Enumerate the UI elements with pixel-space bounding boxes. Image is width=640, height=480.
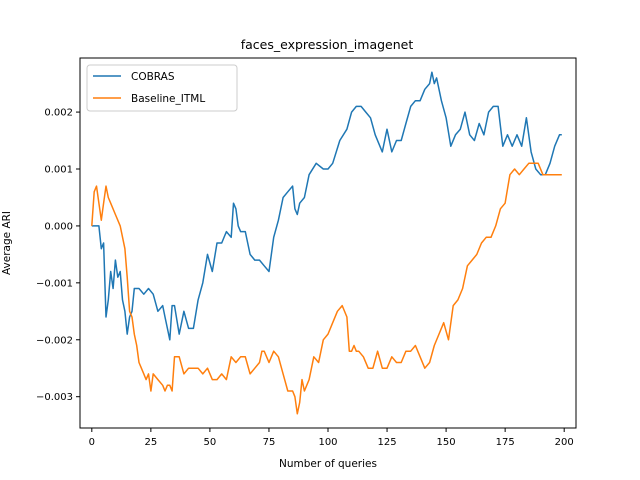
y-tick-label: −0.001: [36, 278, 73, 289]
x-tick-label: 175: [496, 437, 515, 448]
legend: COBRAS Baseline_ITML: [86, 64, 238, 112]
x-axis: 0 25 50 75 100 125 150 175 200: [89, 428, 574, 448]
y-axis: −0.003 −0.002 −0.001 0.000 0.001 0.002: [36, 108, 80, 403]
x-tick-label: 200: [555, 437, 574, 448]
series-line-cobras: [91, 71, 562, 341]
y-tick-label: 0.000: [44, 221, 73, 232]
chart-title: faces_expression_imagenet: [241, 37, 414, 52]
legend-box: [86, 64, 238, 112]
plot-frame: [79, 57, 577, 429]
plot-lines: [91, 71, 562, 415]
x-tick-label: 25: [144, 437, 157, 448]
x-tick-label: 150: [437, 437, 456, 448]
y-tick-label: 0.002: [44, 108, 73, 119]
x-tick-label: 0: [89, 437, 95, 448]
series-line-baseline-itml: [91, 162, 562, 415]
x-tick-label: 100: [318, 437, 337, 448]
x-axis-label: Number of queries: [279, 458, 377, 470]
y-tick-label: −0.002: [36, 335, 73, 346]
x-tick-label: 125: [378, 437, 397, 448]
legend-label-cobras: COBRAS: [131, 71, 175, 83]
x-tick-label: 50: [204, 437, 217, 448]
x-tick-label: 75: [263, 437, 276, 448]
y-tick-label: −0.003: [36, 392, 73, 403]
legend-label-baseline-itml: Baseline_ITML: [131, 93, 205, 105]
y-tick-label: 0.001: [44, 165, 73, 176]
y-axis-label: Average ARI: [1, 211, 13, 275]
